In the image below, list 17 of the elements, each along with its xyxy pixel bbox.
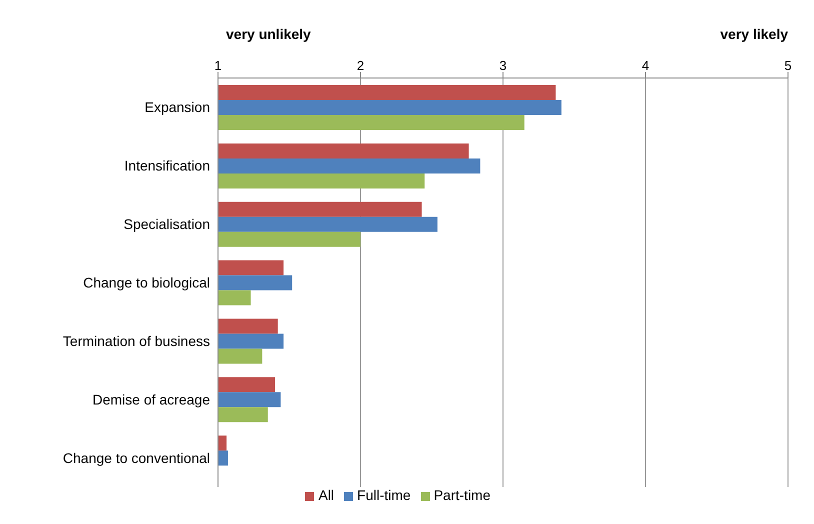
- y-tick-label: Specialisation: [124, 216, 210, 232]
- x-tick-label: 1: [214, 58, 222, 73]
- x-tick-label: 2: [356, 58, 364, 73]
- x-tick-label: 3: [499, 58, 507, 73]
- y-tick-label: Expansion: [144, 99, 210, 116]
- text: very unlikely: [226, 26, 311, 42]
- legend-label: All: [318, 487, 334, 503]
- y-tick-label: Demise of acreage: [92, 391, 210, 408]
- y-tick-label: Intensification: [124, 158, 210, 174]
- y-tick-label: Change to biological: [83, 274, 210, 290]
- y-tick-label: Change to conventional: [62, 450, 210, 466]
- legend-label: Part-time: [434, 487, 491, 503]
- x-tick-label: 4: [642, 58, 650, 73]
- legend-label: Full-time: [357, 487, 411, 503]
- x-tick-label: 5: [784, 58, 792, 73]
- text: very likely: [720, 26, 788, 42]
- y-tick-label: Termination of business: [62, 332, 210, 349]
